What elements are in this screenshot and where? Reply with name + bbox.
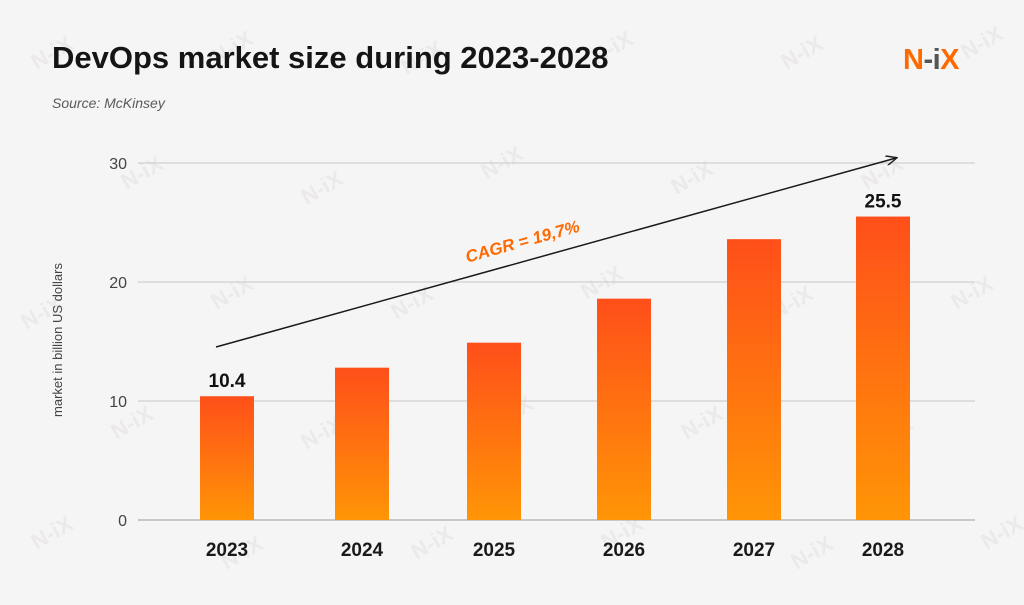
y-tick-label: 0 xyxy=(118,513,127,530)
data-label: 25.5 xyxy=(865,192,902,213)
cagr-trend-arrow xyxy=(215,158,896,348)
y-tick-label: 20 xyxy=(109,275,127,292)
x-tick-label: 2027 xyxy=(733,540,775,561)
x-axis-ticks: 2023 2024 2025 2026 2027 2028 xyxy=(206,540,904,561)
cagr-annotation: CAGR = 19,7% xyxy=(463,217,581,267)
bar-2024 xyxy=(335,367,389,520)
x-tick-label: 2026 xyxy=(603,540,645,561)
chart-source: Source: McKinsey xyxy=(52,95,165,111)
logo-part-i: -i xyxy=(923,44,941,76)
y-tick-label: 30 xyxy=(109,156,127,173)
bars xyxy=(200,216,910,521)
y-tick-label: 10 xyxy=(109,394,127,411)
x-tick-label: 2025 xyxy=(473,540,516,561)
logo-part-n: N xyxy=(903,44,924,76)
bar-2025 xyxy=(467,342,521,520)
y-axis-ticks: 0 10 20 30 xyxy=(109,156,127,530)
x-tick-label: 2024 xyxy=(341,540,384,561)
data-labels: 10.4 25.5 xyxy=(209,192,902,393)
chart-title: DevOps market size during 2023-2028 xyxy=(52,40,609,75)
x-tick-label: 2023 xyxy=(206,540,248,561)
y-axis-label: market in billion US dollars xyxy=(50,263,65,417)
bar-2027 xyxy=(727,239,781,520)
bar-2026 xyxy=(597,298,651,520)
bar-2028 xyxy=(856,216,910,521)
bar-2023 xyxy=(200,396,254,520)
n-ix-logo: N-iX xyxy=(903,44,960,77)
x-tick-label: 2028 xyxy=(862,540,904,561)
grid-lines xyxy=(138,162,975,521)
logo-part-x: X xyxy=(940,44,960,76)
data-label: 10.4 xyxy=(209,371,246,392)
